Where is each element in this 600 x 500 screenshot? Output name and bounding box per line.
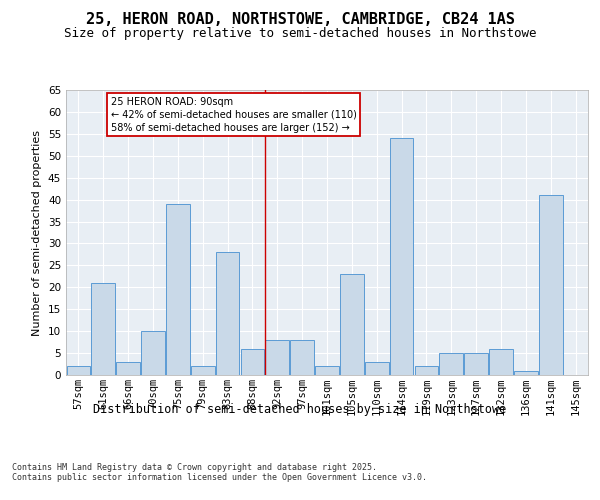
Bar xyxy=(191,366,215,375)
Bar xyxy=(141,331,165,375)
Bar xyxy=(290,340,314,375)
Y-axis label: Number of semi-detached properties: Number of semi-detached properties xyxy=(32,130,43,336)
Bar xyxy=(514,370,538,375)
Text: 25, HERON ROAD, NORTHSTOWE, CAMBRIDGE, CB24 1AS: 25, HERON ROAD, NORTHSTOWE, CAMBRIDGE, C… xyxy=(86,12,514,28)
Bar xyxy=(489,348,513,375)
Bar xyxy=(315,366,339,375)
Bar xyxy=(216,252,239,375)
Text: Size of property relative to semi-detached houses in Northstowe: Size of property relative to semi-detach… xyxy=(64,28,536,40)
Bar xyxy=(67,366,90,375)
Bar xyxy=(365,362,389,375)
Text: Distribution of semi-detached houses by size in Northstowe: Distribution of semi-detached houses by … xyxy=(94,402,506,415)
Text: 25 HERON ROAD: 90sqm
← 42% of semi-detached houses are smaller (110)
58% of semi: 25 HERON ROAD: 90sqm ← 42% of semi-detac… xyxy=(111,96,356,133)
Bar xyxy=(116,362,140,375)
Bar xyxy=(91,283,115,375)
Bar xyxy=(390,138,413,375)
Bar xyxy=(265,340,289,375)
Bar xyxy=(241,348,264,375)
Bar xyxy=(464,353,488,375)
Bar xyxy=(439,353,463,375)
Bar xyxy=(166,204,190,375)
Text: Contains HM Land Registry data © Crown copyright and database right 2025.
Contai: Contains HM Land Registry data © Crown c… xyxy=(12,462,427,482)
Bar xyxy=(539,195,563,375)
Bar xyxy=(340,274,364,375)
Bar xyxy=(415,366,438,375)
